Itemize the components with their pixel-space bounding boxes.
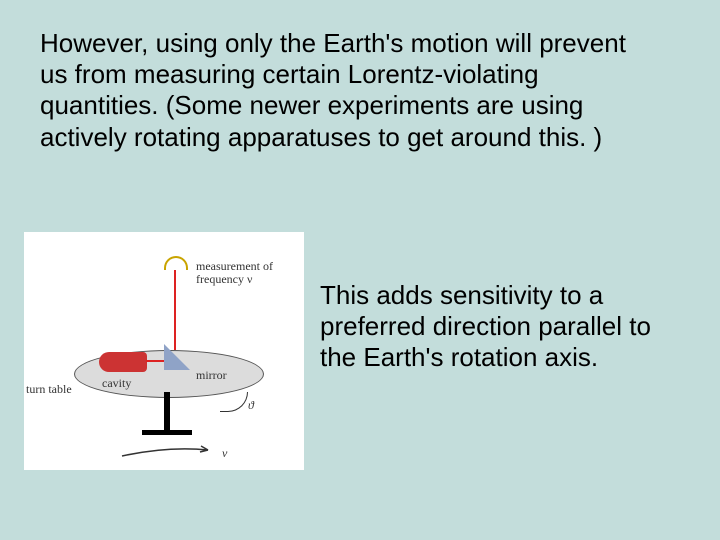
measurement-label: measurement of frequency ν	[196, 260, 273, 286]
cavity-label: cavity	[102, 376, 131, 391]
apparatus-figure: measurement of frequency ν cavity mirror…	[24, 232, 304, 470]
turntable-label: turn table	[26, 382, 72, 397]
theta-label: ϑ	[248, 398, 254, 413]
mirror-icon	[164, 344, 190, 370]
measurement-label-line1: measurement of	[196, 259, 273, 273]
cavity-icon	[99, 352, 147, 372]
detector-icon	[164, 256, 188, 270]
measurement-label-line2: frequency ν	[196, 272, 252, 286]
stand	[164, 392, 170, 432]
theta-arc	[220, 392, 248, 412]
main-paragraph: However, using only the Earth's motion w…	[40, 28, 650, 153]
mirror-label: mirror	[196, 368, 227, 383]
beam-vertical	[174, 270, 176, 350]
velocity-label: v	[222, 446, 227, 461]
base	[142, 430, 192, 435]
velocity-arrow	[120, 444, 216, 458]
side-paragraph: This adds sensitivity to a preferred dir…	[320, 280, 680, 374]
